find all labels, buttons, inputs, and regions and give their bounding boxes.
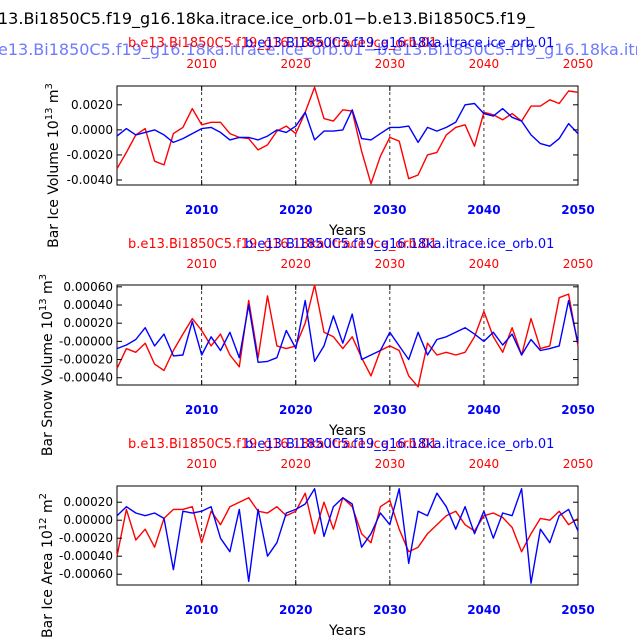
y-tick-label: 0.00020: [63, 316, 113, 330]
x-tick-label-bottom: 2050: [561, 203, 594, 217]
y-axis-label: Bar Ice Volume 1013 m3: [44, 83, 62, 248]
y-tick-label: 0.00060: [63, 280, 113, 294]
y-tick-label: -0.00020: [59, 353, 113, 367]
x-tick-label-bottom: 2020: [279, 603, 312, 617]
x-tick-label-top: 2010: [186, 457, 217, 471]
x-tick-label-bottom: 2020: [279, 403, 312, 417]
y-tick-label: -0.0020: [67, 148, 113, 162]
series-line-blue: [116, 102, 579, 147]
x-tick-label-top: 2010: [186, 257, 217, 271]
header-title-black: 13.Bi1850C5.f19_g16.18ka.itrace.ice_orb.…: [0, 9, 535, 29]
x-tick-label-top: 2040: [469, 257, 500, 271]
x-tick-label-bottom: 2020: [279, 203, 312, 217]
x-tick-label-top: 2030: [375, 457, 406, 471]
x-tick-label-bottom: 2040: [467, 603, 500, 617]
x-axis-label: Years: [328, 423, 366, 439]
y-axis-label: Bar Snow Volume 1013 m3: [38, 274, 56, 456]
subtitle-red: b.e13.Bi1850C5.f19_g16.18ka.itrace.ice_o…: [128, 437, 437, 452]
series-line-red: [116, 86, 579, 185]
x-tick-label-top: 2020: [280, 257, 311, 271]
series-line-blue: [116, 488, 579, 584]
x-tick-label-bottom: 2030: [373, 203, 406, 217]
y-tick-label: 0.00020: [63, 495, 113, 509]
plot-frame: [116, 284, 579, 386]
x-tick-label-bottom: 2040: [467, 203, 500, 217]
x-tick-label-bottom: 2010: [185, 403, 218, 417]
x-tick-label-top: 2010: [186, 57, 217, 71]
y-tick-label: -0.0040: [67, 173, 113, 187]
x-tick-label-bottom: 2030: [373, 603, 406, 617]
chart-panel-3: 0.00020 0.00000 -0.00020 -0.00040 -0.00060 20…: [38, 437, 595, 637]
header-title-blue: e13.Bi1850C5.f19_g16.18ka.itrace.ice_orb…: [0, 40, 637, 60]
subtitle-red: b.e13.Bi1850C5.f19_g16.18ka.itrace.ice_o…: [128, 237, 437, 252]
y-tick-label: -0.00020: [59, 531, 113, 545]
y-tick-label: -0.00040: [59, 371, 113, 385]
series-line-blue: [116, 299, 579, 363]
x-tick-label-top: 2050: [563, 457, 594, 471]
y-tick-label: 0.00040: [63, 298, 113, 312]
x-tick-label-top: 2040: [469, 57, 500, 71]
x-tick-label-bottom: 2030: [373, 403, 406, 417]
x-tick-label-top: 2020: [280, 57, 311, 71]
x-tick-label-top: 2030: [375, 257, 406, 271]
x-tick-label-bottom: 2050: [561, 603, 594, 617]
series-line-red: [116, 492, 579, 557]
y-tick-label: -0.00000: [59, 334, 113, 348]
x-tick-label-top: 2020: [280, 457, 311, 471]
y-tick-label: 0.00000: [63, 513, 113, 527]
x-axis-label: Years: [328, 623, 366, 637]
x-axis-label: Years: [328, 223, 366, 239]
x-tick-label-top: 2030: [375, 57, 406, 71]
y-tick-label: 0.0000: [71, 123, 113, 137]
subtitle-blue: b.e13.Bi1850C5.f19_g16.18ka.itrace.ice_o…: [245, 237, 554, 252]
x-tick-label-top: 2050: [563, 57, 594, 71]
x-tick-label-top: 2040: [469, 457, 500, 471]
x-tick-label-bottom: 2050: [561, 403, 594, 417]
subtitle-red: b.e13.Bi1850C5.f19_g16.18ka.itrace.ice_o…: [128, 36, 437, 51]
x-tick-label-bottom: 2010: [185, 603, 218, 617]
y-axis-label: Bar Ice Area 1012 m2: [38, 493, 56, 637]
plot-frame: [116, 485, 579, 586]
subtitle-blue: b.e13.Bi1850C5.f19_g16.18ka.itrace.ice_o…: [245, 437, 554, 452]
x-tick-label-top: 2050: [563, 257, 594, 271]
y-tick-label: -0.00040: [59, 549, 113, 563]
panels: 0.0020 0.0000 -0.0020 -0.0040 2010 2010 2020 20…: [38, 36, 595, 637]
y-tick-label: -0.00060: [59, 567, 113, 581]
y-tick-label: 0.0020: [71, 98, 113, 112]
subtitle-blue: b.e13.Bi1850C5.f19_g16.18ka.itrace.ice_o…: [245, 36, 554, 51]
series-line-red: [116, 284, 579, 388]
chart-panel-1: 0.0020 0.0000 -0.0020 -0.0040 2010 2010 2020 20…: [44, 36, 595, 248]
chart-panel-2: 0.00060 0.00040 0.00020 -0.00000 -0.00020 -0.…: [38, 237, 595, 456]
plot-frame: [116, 85, 579, 186]
x-tick-label-bottom: 2010: [185, 203, 218, 217]
x-tick-label-bottom: 2040: [467, 403, 500, 417]
